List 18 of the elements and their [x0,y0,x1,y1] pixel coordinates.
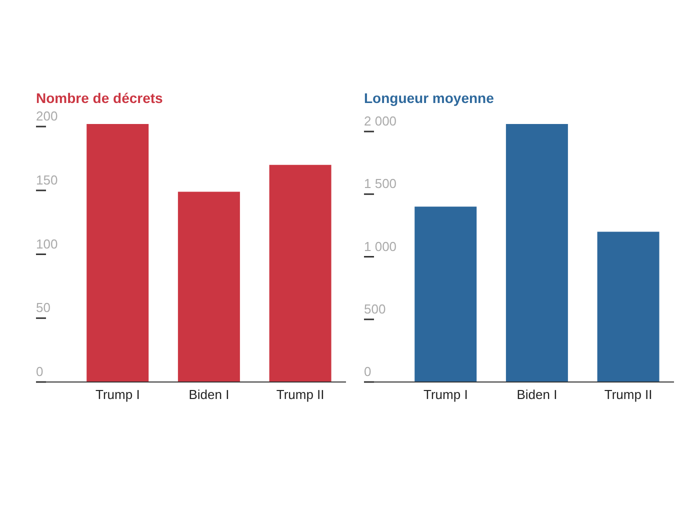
x-tick-label: Trump II [276,387,324,402]
y-tick-label: 200 [36,108,58,124]
y-tick-label: 500 [364,301,386,316]
y-tick-label: 0 [364,364,372,379]
y-tick-label: 150 [36,172,58,188]
chart-title: Nombre de décrets [36,90,164,106]
x-tick-label: Biden I [188,387,230,402]
x-tick-label: Trump II [604,387,652,402]
y-tick-label: 1 000 [364,238,397,254]
chart-title: Longueur moyenne [364,90,495,106]
y-tick-label: 50 [36,300,50,316]
y-tick-label: 1 500 [364,176,397,192]
y-tick-label: 100 [36,236,58,252]
x-tick-label: Trump I [424,387,468,402]
x-tick-label: Biden I [516,387,558,402]
x-tick-label: Trump I [96,387,140,402]
y-tick-label: 0 [36,364,44,379]
y-tick-label: 2 000 [364,114,397,129]
